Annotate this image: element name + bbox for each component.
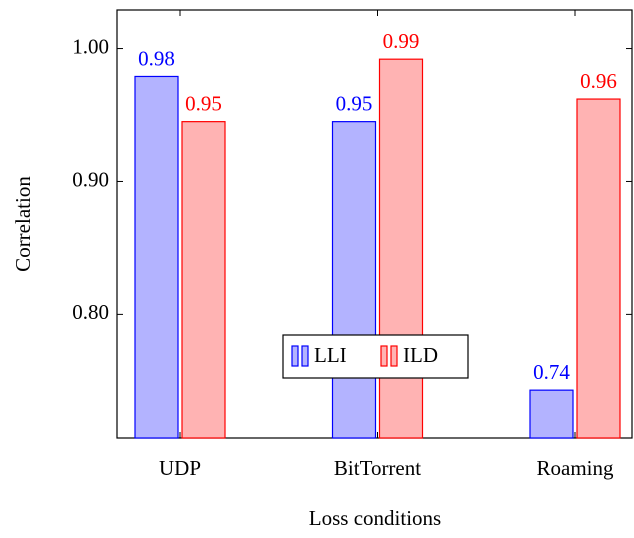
bar xyxy=(181,121,226,439)
legend-marker xyxy=(380,345,388,367)
bar xyxy=(576,98,621,439)
bar-value-label: 0.95 xyxy=(336,91,373,115)
y-tick-label: 1.00 xyxy=(72,34,109,58)
x-tick-label: UDP xyxy=(159,456,201,480)
bar xyxy=(331,121,377,439)
bar xyxy=(378,58,424,439)
bar-value-label: 0.99 xyxy=(383,29,420,53)
x-axis-label: Loss conditions xyxy=(309,506,441,530)
bar-value-label: 0.96 xyxy=(580,69,617,93)
y-tick-label: 0.90 xyxy=(72,167,109,191)
bar-value-label: 0.95 xyxy=(185,91,222,115)
legend-marker xyxy=(301,345,309,367)
legend: LLI ILD xyxy=(282,334,469,379)
legend-label: ILD xyxy=(403,343,438,367)
bar xyxy=(134,75,179,439)
legend-marker xyxy=(390,345,398,367)
bar-value-label: 0.98 xyxy=(138,46,175,70)
x-tick-label: Roaming xyxy=(537,456,614,480)
legend-label: LLI xyxy=(314,343,347,367)
bar-value-label: 0.74 xyxy=(533,360,570,384)
y-axis-label: Correlation xyxy=(11,176,35,272)
bar xyxy=(529,389,574,439)
legend-marker xyxy=(291,345,299,367)
x-tick-label: BitTorrent xyxy=(334,456,421,480)
y-tick-label: 0.80 xyxy=(72,300,109,324)
legend-box xyxy=(282,334,469,379)
